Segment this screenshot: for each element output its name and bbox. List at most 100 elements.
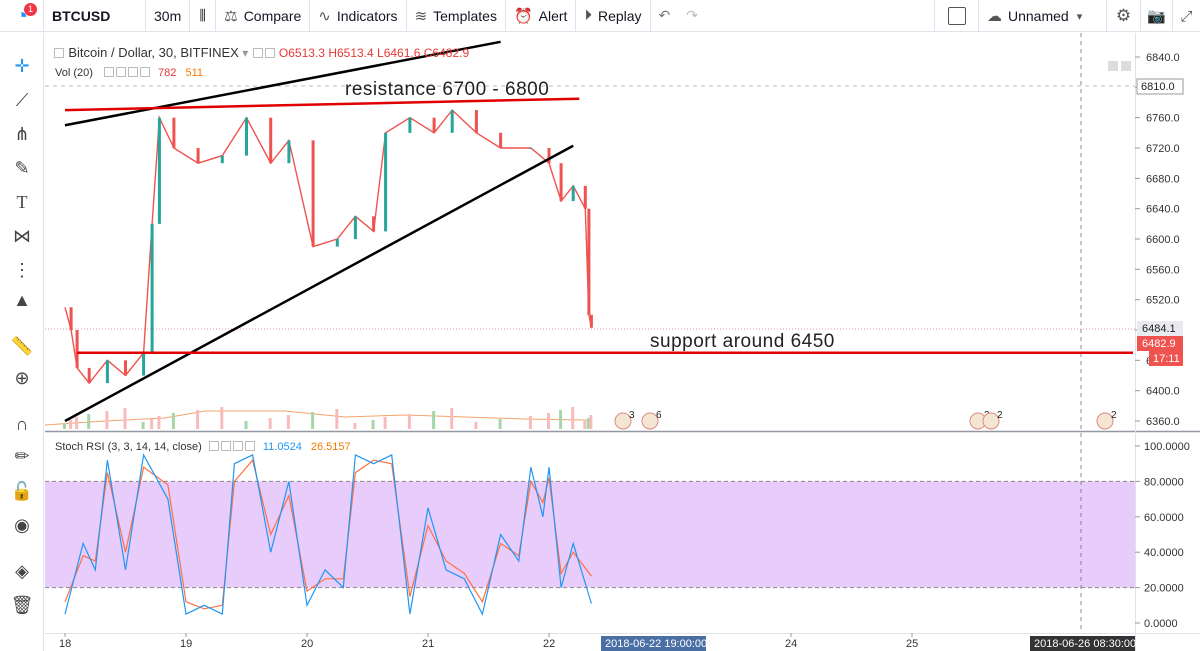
candle (220, 155, 224, 164)
layout-save-button[interactable]: ☁ Unnamed ▾ (978, 0, 1106, 32)
pane-collapse-button[interactable] (1108, 61, 1118, 71)
expand-button[interactable]: ⤢ (1172, 0, 1200, 32)
magnet-tool[interactable]: ∩ (0, 409, 44, 439)
volume-bar (571, 407, 575, 429)
event-count: 2 (1111, 410, 1117, 421)
undo-icon: ↶ (658, 7, 671, 23)
candle (287, 140, 291, 164)
time-scale[interactable]: 18 19 20 21 22 24 25 (59, 633, 918, 650)
pitchfork-tool[interactable]: ⋔ (0, 119, 44, 149)
chart-canvas[interactable]: resistance 6700 - 6800 support around 64… (44, 33, 1200, 651)
us-flag-icon[interactable] (1096, 412, 1114, 430)
chart-area[interactable]: resistance 6700 - 6800 support around 64… (44, 33, 1200, 651)
price-tick-label: 6560.0 (1146, 264, 1180, 276)
volume-bar (268, 418, 272, 429)
volume-bar (87, 414, 91, 429)
volume-legend[interactable]: Vol (20) 782 511 (55, 67, 203, 79)
stoch-scale[interactable]: 100.0000 80.0000 60.0000 40.0000 20.0000 0.00… (1135, 441, 1190, 630)
main-series-legend[interactable]: Bitcoin / Dollar, 30, BITFINEX ▾ O6513.3… (53, 45, 469, 60)
remove-drawings-tool[interactable]: 🗑 (0, 590, 44, 620)
hide-drawings-tool[interactable]: ◉ (0, 510, 44, 540)
candle (311, 140, 315, 247)
price-scale[interactable]: 6840.06800.06760.06720.06680.06640.06600… (1135, 52, 1180, 428)
legend-add-icon[interactable] (232, 441, 243, 451)
lower-trendline[interactable] (64, 144, 574, 423)
brush-tool[interactable]: ✎ (0, 153, 44, 183)
stoch-d-line (64, 458, 592, 610)
legend-format-icon[interactable] (220, 441, 231, 451)
interval-label: 30m (154, 7, 182, 24)
pattern-tool[interactable]: ⋈ (0, 221, 44, 251)
volume-bar (286, 415, 290, 429)
legend-settings-icon[interactable] (103, 67, 114, 77)
economic-events: 3 6 2 2 2 (614, 410, 1117, 430)
top-toolbar: ◔ 1 BTCUSD 30m ⫼ ⚖ Compare ∿ Indicators … (0, 0, 1200, 32)
trendline-tool[interactable]: ⟋ (0, 85, 44, 115)
measure-tool[interactable]: 📏 (0, 331, 44, 361)
crosshair-price-label: 6810.0 (1141, 81, 1175, 93)
candle (335, 239, 339, 247)
logo-menu-button[interactable]: ◔ 1 (0, 0, 44, 32)
candle (559, 163, 563, 202)
lock-drawings-tool[interactable]: 🔓 (0, 476, 44, 506)
volume-bar (474, 422, 478, 429)
legend-add-icon[interactable] (127, 67, 138, 77)
pane-maximize-button[interactable] (1121, 61, 1131, 71)
text-tool[interactable]: T (0, 187, 44, 217)
candle (372, 216, 376, 232)
collapse-legend-icon[interactable] (54, 48, 64, 58)
symbol-search-button[interactable]: BTCUSD (44, 0, 146, 32)
legend-format-icon[interactable] (115, 67, 126, 77)
arrow-tool[interactable]: ▲ (0, 285, 44, 315)
gear-icon: ⚙ (1115, 6, 1132, 25)
indicators-button[interactable]: ∿ Indicators (310, 0, 407, 32)
price-tick-label: 6640.0 (1146, 204, 1180, 216)
stoch-d-value: 26.5157 (310, 441, 351, 453)
resistance-line[interactable] (64, 97, 580, 112)
crosshair-price-label-box (1136, 78, 1184, 95)
price-tick-label: 6400.0 (1146, 386, 1180, 398)
fullscreen-toggle-button[interactable] (934, 0, 978, 32)
settings-button[interactable]: ⚙ (1106, 0, 1140, 32)
support-annotation[interactable]: support around 6450 (650, 331, 835, 352)
replay-button[interactable]: ⏵ Replay (576, 0, 651, 32)
object-tree-tool[interactable]: ◈ (0, 556, 44, 586)
candle (245, 117, 248, 156)
zoom-tool[interactable]: ⊕ (0, 363, 44, 393)
legend-close-icon[interactable] (244, 441, 255, 451)
crosshair-time-2-label: 2018-06-26 08:30:00 (1034, 638, 1136, 650)
volume-bar (450, 408, 454, 429)
compare-button[interactable]: ⚖ Compare (216, 0, 311, 32)
volume-bar (171, 413, 175, 429)
undo-button[interactable]: ↶ (651, 0, 679, 32)
prediction-tool[interactable]: ⋮ (0, 255, 44, 285)
alert-button[interactable]: ⏰ Alert (506, 0, 577, 32)
upper-trendline[interactable] (64, 40, 501, 127)
series-title: Bitcoin / Dollar, 30, BITFINEX (68, 45, 239, 60)
legend-settings-icon[interactable] (208, 441, 219, 451)
templates-button[interactable]: ≋ Templates (407, 0, 506, 32)
legend-hide-icon[interactable] (264, 48, 275, 58)
chevron-down-icon: ▾ (1076, 10, 1083, 23)
snapshot-button[interactable]: 📷 (1140, 0, 1172, 32)
us-flag-icon[interactable] (641, 412, 659, 430)
stoch-rsi-legend[interactable]: Stoch RSI (3, 3, 14, 14, close) 11.0524 … (55, 441, 351, 453)
legend-close-icon[interactable] (139, 67, 150, 77)
resistance-annotation[interactable]: resistance 6700 - 6800 (345, 79, 549, 100)
stay-in-drawing-tool[interactable]: ✏ (0, 441, 44, 471)
volume-title: Vol (20) (55, 67, 93, 79)
compare-icon: ⚖ (224, 7, 238, 25)
crosshair-tool[interactable]: ✛ (0, 51, 44, 81)
volume-value: 782 (158, 67, 177, 79)
volume-bar (196, 410, 200, 429)
interval-button[interactable]: 30m (146, 0, 191, 32)
volume-bar (383, 417, 387, 429)
us-flag-icon[interactable] (614, 412, 632, 430)
text-icon: T (16, 191, 28, 212)
candle (124, 360, 127, 376)
redo-button[interactable]: ↷ (678, 0, 706, 32)
chart-type-button[interactable]: ⫼ (190, 0, 217, 32)
candle (529, 148, 533, 149)
us-flag-icon[interactable] (982, 412, 1000, 430)
legend-settings-icon[interactable] (252, 48, 263, 58)
